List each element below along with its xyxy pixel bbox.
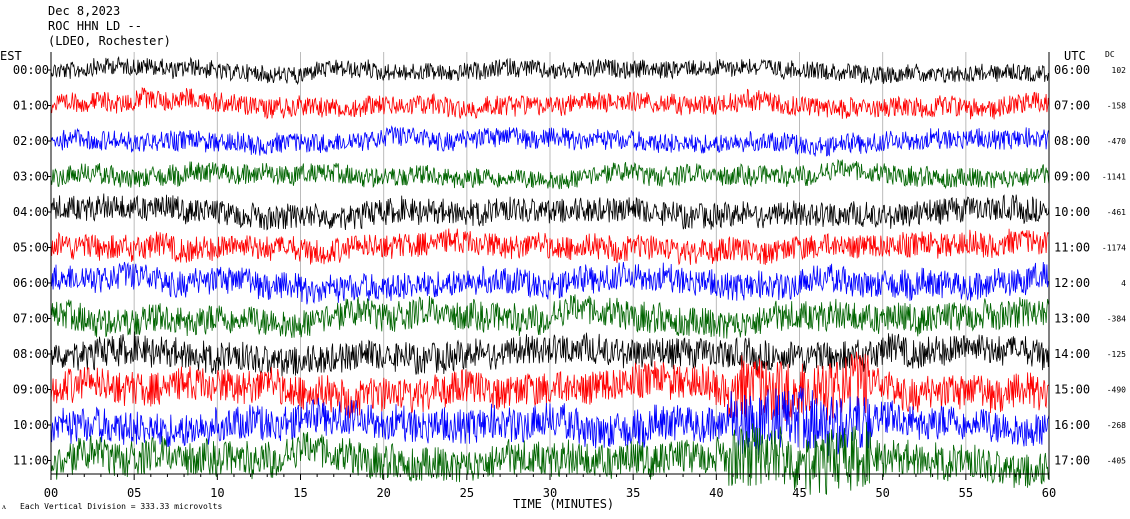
time-tick-label: 25	[460, 486, 474, 500]
seismic-trace	[50, 125, 1050, 157]
scale-note: Each Vertical Division = 333.33 microvol…	[20, 502, 222, 511]
dc-offset-value: -461	[1107, 208, 1126, 217]
utc-row-label: 17:00	[1054, 454, 1090, 468]
station-label: ROC HHN LD --	[48, 19, 142, 33]
axes: 00 05 10 15 20 25 30 35 40 45 50 55 60 00:00 06:00 102 0…	[13, 52, 1126, 500]
seismic-trace	[50, 55, 1050, 86]
trace-group	[50, 55, 1050, 495]
utc-row-label: 14:00	[1054, 347, 1090, 361]
utc-timezone-label: UTC	[1064, 49, 1086, 63]
utc-row-label: 10:00	[1054, 205, 1090, 219]
utc-row-label: 08:00	[1054, 134, 1090, 148]
utc-row-label: 13:00	[1054, 312, 1090, 326]
dc-offset-value: -384	[1107, 315, 1126, 324]
dc-offset-value: -470	[1107, 137, 1126, 146]
time-tick-label: 30	[543, 486, 557, 500]
time-tick-label: 40	[709, 486, 723, 500]
est-timezone-label: EST	[0, 49, 22, 63]
dc-offset-value: 102	[1112, 66, 1127, 75]
utc-row-label: 07:00	[1054, 99, 1090, 113]
seismic-trace	[50, 331, 1050, 377]
scale-icon: ᴧ	[2, 502, 6, 511]
est-row-label: 06:00	[13, 276, 49, 290]
seismic-trace	[50, 261, 1050, 305]
dc-column-label: DC	[1105, 50, 1115, 59]
time-tick-label: 20	[376, 486, 390, 500]
utc-row-label: 06:00	[1054, 63, 1090, 77]
seismic-trace	[50, 386, 1050, 456]
time-tick-label: 45	[792, 486, 806, 500]
est-row-label: 07:00	[13, 312, 49, 326]
time-axis-title: TIME (MINUTES)	[513, 497, 614, 511]
date-label: Dec 8,2023	[48, 4, 121, 18]
seismic-trace	[50, 422, 1050, 495]
seismic-trace	[50, 294, 1050, 339]
est-row-label: 08:00	[13, 347, 49, 361]
seismic-trace	[50, 86, 1050, 120]
est-row-label: 09:00	[13, 383, 49, 397]
est-row-label: 05:00	[13, 241, 49, 255]
est-row-label: 11:00	[13, 454, 49, 468]
network-label: (LDEO, Rochester)	[48, 34, 171, 48]
dc-offset-value: -1141	[1102, 173, 1126, 182]
dc-offset-value: -158	[1107, 102, 1126, 111]
dc-offset-value: -405	[1107, 457, 1126, 466]
time-tick-label: 55	[959, 486, 973, 500]
time-tick-label: 60	[1042, 486, 1056, 500]
utc-row-label: 11:00	[1054, 241, 1090, 255]
est-row-label: 02:00	[13, 134, 49, 148]
dc-offset-value: -125	[1107, 350, 1126, 359]
est-row-label: 04:00	[13, 205, 49, 219]
time-tick-label: 10	[210, 486, 224, 500]
time-tick-label: 50	[875, 486, 889, 500]
time-tick-label: 15	[293, 486, 307, 500]
dc-offset-value: 4	[1121, 279, 1126, 288]
time-tick-label: 00	[44, 486, 58, 500]
seismic-trace	[50, 193, 1050, 231]
est-row-label: 00:00	[13, 63, 49, 77]
time-tick-label: 05	[127, 486, 141, 500]
est-row-label: 03:00	[13, 170, 49, 184]
dc-offset-value: -1174	[1102, 244, 1126, 253]
utc-row-label: 12:00	[1054, 276, 1090, 290]
seismic-trace	[50, 351, 1050, 422]
utc-row-label: 09:00	[1054, 170, 1090, 184]
utc-row-label: 15:00	[1054, 383, 1090, 397]
dc-offset-value: -268	[1107, 421, 1126, 430]
est-row-label: 01:00	[13, 99, 49, 113]
seismic-trace	[50, 158, 1050, 190]
est-row-label: 10:00	[13, 418, 49, 432]
utc-row-label: 16:00	[1054, 418, 1090, 432]
time-tick-label: 35	[626, 486, 640, 500]
seismic-trace	[50, 228, 1050, 266]
dc-offset-value: -490	[1107, 386, 1126, 395]
